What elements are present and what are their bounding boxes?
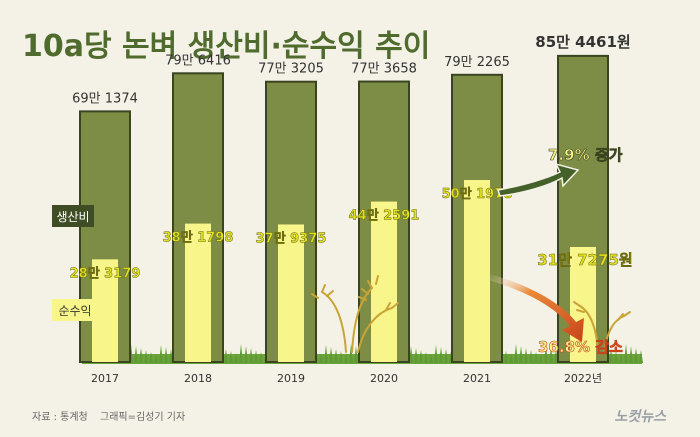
source-text: 자료 : 통계청 <box>32 411 88 423</box>
cost-value-label: 85만 4461원 <box>535 33 630 51</box>
profit-change-annotation: 36.8% 감소 <box>538 338 623 356</box>
x-axis-labels: 2017 2018 2019 2020 2021 2022년 <box>91 372 602 385</box>
x-tick-label: 2019 <box>277 372 305 385</box>
cost-value-label: 79만 2265 <box>444 55 510 70</box>
cost-legend-tag: 생산비 <box>52 205 94 227</box>
cost-change-annotation: 7.9% 증가 <box>548 146 623 164</box>
cost-legend-label: 생산비 <box>56 210 89 224</box>
decrease-arrow <box>488 274 584 342</box>
x-tick-label: 2021 <box>463 372 491 385</box>
profit-bar <box>371 201 397 362</box>
profit-value-label: 50만 1978 <box>442 186 513 202</box>
profit-value-label: 44만 2591 <box>349 208 420 224</box>
profit-value-label: 28만 3179 <box>70 265 141 281</box>
increase-arrow <box>497 162 580 197</box>
profit-bar <box>185 223 211 362</box>
profit-bars: 28만 3179 38만 1798 37만 9375 44만 2591 50만 1978… <box>69 180 633 362</box>
profit-value-label: 37만 9375 <box>256 230 327 246</box>
profit-bar <box>464 180 490 362</box>
logo: 노컷뉴스 <box>614 409 667 425</box>
profit-value-label: 38만 1798 <box>163 230 234 246</box>
x-tick-label: 2017 <box>91 372 119 385</box>
profit-legend-tag: 순수익 <box>52 299 98 321</box>
x-tick-label: 2020 <box>370 372 398 385</box>
wheat-decoration <box>311 275 631 353</box>
cost-value-label: 69만 1374 <box>72 91 138 106</box>
profit-value-label: 31만 7275원 <box>537 251 632 269</box>
x-tick-label: 2022년 <box>564 372 602 385</box>
cost-value-label: 77만 3658 <box>351 62 417 77</box>
x-tick-label: 2018 <box>184 372 212 385</box>
cost-bars: 69만 1374 79만 6416 77만 3205 77만 3658 79만 2265… <box>72 33 631 364</box>
chart-title: 10a당 논벼 생산비·순수익 추이 <box>22 29 430 64</box>
credit-text: 그래픽=김성기 기자 <box>100 411 185 423</box>
profit-legend-label: 순수익 <box>58 304 91 318</box>
cost-value-label: 77만 3205 <box>258 62 324 77</box>
profit-bar <box>570 246 596 362</box>
profit-bar <box>278 224 304 362</box>
cost-value-label: 79만 6416 <box>165 53 231 68</box>
